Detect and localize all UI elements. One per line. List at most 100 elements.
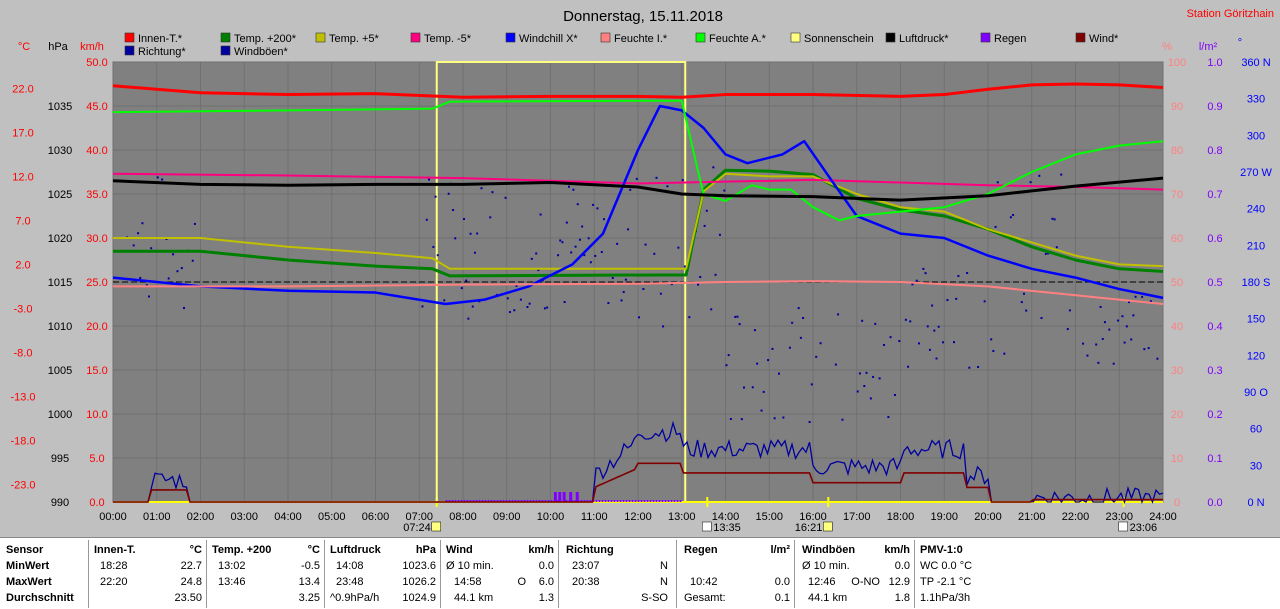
richtung-title: Richtung (566, 544, 614, 556)
wind-min-label: Ø 10 min. (446, 560, 494, 572)
wind-direction-dot (530, 257, 533, 260)
druck-max: 1026.2 (402, 576, 436, 588)
wind-direction-dot (725, 364, 728, 367)
axis-tick-direction: 30 (1250, 460, 1262, 472)
axis-tick-hpa: 1000 (48, 409, 72, 421)
temp200-unit: °C (307, 544, 320, 556)
wind-direction-dot (723, 189, 726, 192)
wind-direction-dot (537, 269, 540, 272)
wind-direction-dot (578, 238, 581, 241)
wind-direction-dot (911, 283, 914, 286)
series-windchill-x (112, 104, 1164, 306)
wind-direction-dot (942, 341, 945, 344)
axis-unit-rain: l/m² (1199, 41, 1218, 53)
temp200-max-time: 13:46 (218, 576, 246, 588)
axis-tick-rain: 0.0 (1207, 497, 1222, 509)
wind-direction-dot (802, 316, 805, 319)
wind-direction-dot (148, 295, 150, 298)
x-tick-label: 03:00 (230, 511, 258, 523)
regen-max-time: 10:42 (690, 576, 718, 588)
axis-tick-celsius: -13.0 (10, 391, 35, 403)
wind-direction-dot (904, 318, 907, 321)
x-marker-label: 13:35 (713, 522, 741, 534)
axis-tick-direction: 150 (1247, 314, 1265, 326)
x-marker-label: 07:24 (403, 522, 431, 534)
wind-direction-dot (1040, 317, 1043, 320)
wind-direction-dot (543, 307, 546, 310)
row-label-max: MaxWert (6, 576, 52, 588)
wind-direction-dot (893, 393, 896, 396)
wind-direction-dot (808, 420, 811, 423)
wind-direction-dot (937, 325, 940, 328)
wind-direction-dot (491, 191, 494, 194)
axis-tick-direction: 60 (1250, 424, 1262, 436)
legend-swatch (980, 32, 991, 43)
series-feuchte-a (112, 99, 1164, 222)
wind-direction-dot (705, 209, 708, 212)
wind-direction-dot (1055, 246, 1058, 249)
wind-direction-dot (1101, 337, 1104, 340)
wind-direction-dot (1132, 314, 1135, 317)
axis-tick-celsius: 22.0 (12, 83, 33, 95)
wind-direction-dot (1095, 343, 1098, 346)
wind-min: 0.0 (538, 560, 554, 572)
wind-direction-dot (565, 221, 568, 224)
wind-direction-dot (607, 302, 610, 305)
wind-direction-dot (1044, 252, 1047, 255)
stats-wind: Wind km/h Ø 10 min. 0.0 14:58 O 6.0 44.1 km 1… (440, 540, 559, 608)
axis-tick-rain: 0.3 (1207, 365, 1222, 377)
wind-direction-dot (443, 299, 446, 302)
legend-label: Windböen* (234, 46, 289, 58)
x-tick-label: 14:00 (712, 511, 740, 523)
wind-direction-dot (638, 316, 640, 319)
axis-tick-direction: 120 (1247, 350, 1265, 362)
pmv-windchill: WC 0.0 °C (920, 560, 973, 572)
wind-direction-dot (1047, 252, 1050, 255)
wind-direction-dot (473, 251, 476, 254)
wind-direction-dot (874, 322, 877, 325)
weather-chart: Donnerstag, 15.11.2018 Station Göritzhai… (10, 8, 1274, 534)
richtung-max-time: 20:38 (572, 576, 600, 588)
wind-direction-dot (1121, 315, 1124, 318)
wind-direction-dot (460, 287, 463, 290)
axis-unit-hpa: hPa (48, 41, 68, 53)
wind-direction-dot (718, 233, 721, 236)
wind-direction-dot (583, 254, 586, 257)
wind-direction-dot (977, 365, 980, 368)
axis-tick-rain: 0.8 (1207, 145, 1222, 157)
wind-direction-dot (581, 225, 584, 228)
legend-label: Temp. -5* (424, 33, 472, 45)
x-tick-label: 19:00 (930, 511, 958, 523)
wind-direction-dot (953, 341, 955, 344)
axis-tick-kmh: 50.0 (86, 57, 107, 69)
axis-tick-hpa: 1025 (48, 189, 72, 201)
axis-tick-celsius: 12.0 (12, 171, 33, 183)
wind-direction-dot (760, 409, 763, 412)
legend-swatch (220, 45, 231, 56)
wind-direction-dot (922, 267, 925, 270)
wind-direction-dot (734, 315, 737, 318)
wind-direction-dot (642, 288, 645, 291)
druck-unit: hPa (415, 544, 436, 556)
wind-direction-dot (434, 195, 437, 198)
wind-direction-dot (729, 418, 732, 421)
wind-direction-dot (834, 363, 837, 366)
wind-direction-dot (421, 305, 424, 308)
wind-direction-dot (454, 237, 457, 240)
x-marker-icon (702, 521, 712, 532)
rain-bar (553, 492, 557, 502)
wind-direction-dot (568, 185, 570, 188)
wind-direction-dot (819, 342, 822, 345)
legend-label: Temp. +5* (329, 33, 380, 45)
wind-direction-dot (797, 307, 800, 310)
wind-direction-dot (712, 166, 715, 169)
x-tick-label: 16:00 (799, 511, 827, 523)
wind-direction-dot (756, 362, 759, 365)
druck-min: 1023.6 (402, 560, 436, 572)
axis-unit-celsius: °C (18, 41, 30, 53)
wind-direction-dot (1012, 213, 1015, 216)
axis-tick-kmh: 15.0 (86, 365, 107, 377)
legend-item: Temp. -5* (410, 32, 472, 45)
x-marker-label: 16:21 (795, 522, 823, 534)
axis-tick-direction: 360 N (1241, 57, 1270, 69)
